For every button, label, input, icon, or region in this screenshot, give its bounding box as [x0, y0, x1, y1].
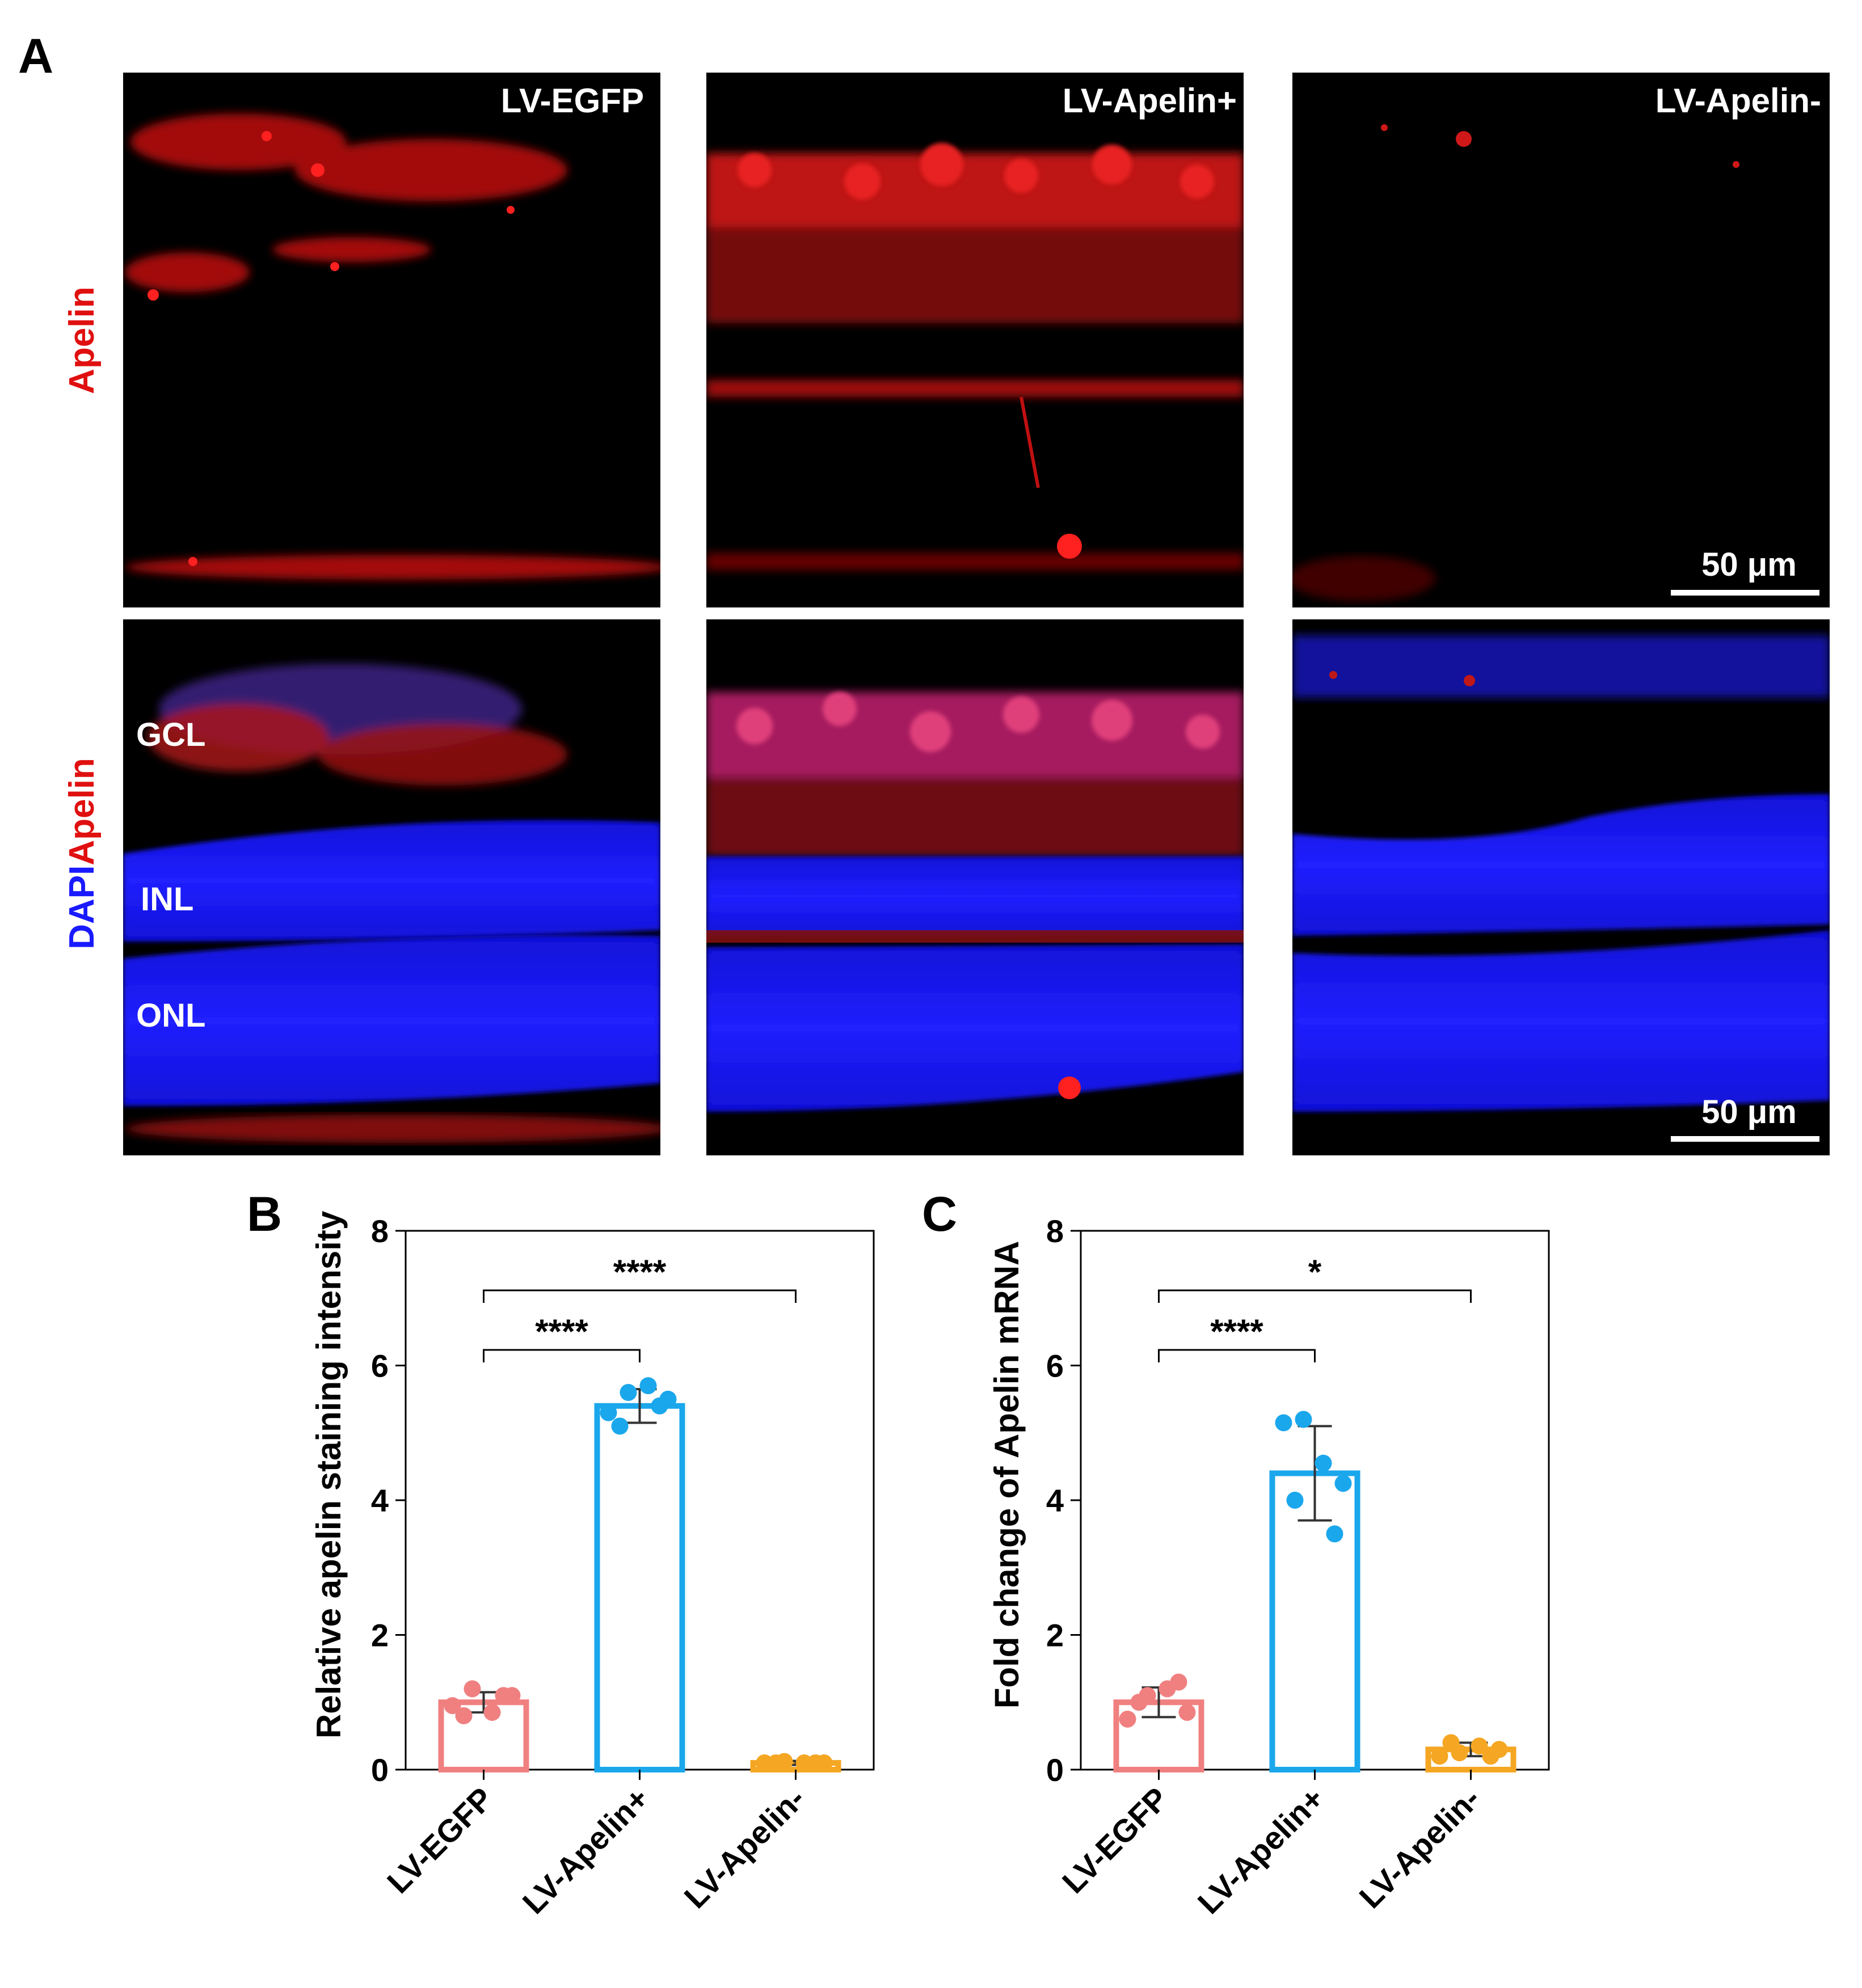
- scale-bar-bottom: [1671, 1136, 1819, 1142]
- chart-b-ytick-label: 8: [371, 1213, 389, 1249]
- chart-b-point: [464, 1680, 481, 1698]
- row-label-dapi: DAPI: [62, 866, 102, 949]
- chart-b-point: [611, 1417, 629, 1435]
- image-apelin-lv-apelin-minus: [1292, 73, 1830, 607]
- row-label-apelin-merge: Apelin: [62, 758, 102, 865]
- chart-c-point: [1315, 1454, 1332, 1472]
- chart-b-plot: 0 2 4 6 8 LV-EGFP LV-Apelin+ LV-Apelin- **** ****: [371, 1213, 875, 1921]
- chart-c-point: [1275, 1414, 1292, 1432]
- chart-b-point: [444, 1697, 461, 1715]
- chart-c-sig-label: *: [1308, 1253, 1322, 1291]
- chart-c-xtick-label: LV-Apelin-: [1353, 1780, 1487, 1915]
- chart-c-sig-bracket: [1158, 1289, 1472, 1303]
- chart-c-point: [1178, 1704, 1196, 1721]
- chart-c-point: [1471, 1737, 1488, 1755]
- column-title-lv-apelin-plus: LV-Apelin+: [1063, 82, 1237, 120]
- chart-c-sig-label: ****: [1210, 1312, 1263, 1350]
- chart-b-point: [620, 1384, 637, 1401]
- chart-c-ytick-label: 8: [1046, 1213, 1064, 1249]
- row-label-merge: DAPIApelin: [62, 758, 102, 949]
- chart-c-point: [1170, 1673, 1187, 1691]
- chart-c-ytick-label: 2: [1046, 1618, 1064, 1653]
- chart-c-point: [1442, 1734, 1460, 1751]
- image-merge-lv-apelin-plus: [706, 619, 1244, 1155]
- column-title-lv-egfp: LV-EGFP: [501, 82, 644, 120]
- chart-c-point: [1482, 1748, 1499, 1765]
- chart-b-point: [483, 1704, 501, 1721]
- panel-b-letter: B: [247, 1187, 282, 1242]
- chart-b-sig-bracket: [483, 1289, 797, 1303]
- chart-c-ytick-label: 0: [1046, 1752, 1064, 1788]
- chart-c-xtick-label: LV-Apelin+: [1191, 1780, 1331, 1921]
- chart-b-point: [455, 1707, 473, 1724]
- chart-b-point: [495, 1687, 512, 1704]
- chart-c-point: [1130, 1694, 1148, 1711]
- chart-b-ylabel: Relative apelin staining intensity: [310, 1210, 348, 1738]
- chart-b-point: [807, 1754, 824, 1772]
- panel-a-letter: A: [18, 29, 53, 83]
- chart-b-point: [767, 1754, 785, 1772]
- chart-b-point: [651, 1397, 668, 1415]
- chart-b-ytick-label: 4: [371, 1483, 389, 1518]
- scale-bar-top: [1671, 590, 1819, 596]
- chart-c-ylabel: Fold change of Apelin mRNA: [988, 1241, 1026, 1708]
- chart-b-ytick-label: 0: [371, 1752, 389, 1788]
- chart-b: B Relative apelin staining intensity 0 2 4…: [247, 1187, 875, 1921]
- chart-c-ytick-label: 4: [1046, 1483, 1064, 1518]
- scale-bar-label-top: 50 μm: [1701, 546, 1797, 583]
- chart-b-sig-bracket: [483, 1349, 641, 1362]
- chart-c-point: [1119, 1710, 1136, 1728]
- chart-c: C Fold change of Apelin mRNA 0 2 4 6 8 LV-EGF…: [922, 1187, 1550, 1921]
- chart-c-ytick-label: 6: [1046, 1348, 1064, 1384]
- chart-c-point: [1326, 1525, 1343, 1543]
- image-merge-lv-apelin-minus: [1292, 619, 1830, 1155]
- layer-label-gcl: GCL: [136, 716, 205, 753]
- chart-c-bar-1: [1269, 1470, 1360, 1772]
- chart-c-point: [1286, 1492, 1304, 1509]
- chart-b-bar-1: [594, 1403, 685, 1772]
- chart-b-sig-label: ****: [613, 1253, 667, 1291]
- panel-a: A Apelin DAPIApelin: [18, 29, 1830, 1155]
- chart-b-xtick-label: LV-EGFP: [380, 1780, 500, 1900]
- chart-c-point: [1334, 1475, 1352, 1492]
- chart-c-point: [1295, 1411, 1312, 1428]
- chart-b-xtick-label: LV-Apelin-: [677, 1780, 812, 1915]
- chart-b-xtick-label: LV-Apelin+: [516, 1780, 656, 1921]
- layer-label-onl: ONL: [136, 997, 205, 1034]
- image-apelin-lv-apelin-plus: [706, 73, 1244, 607]
- chart-b-ytick-label: 2: [371, 1618, 389, 1653]
- row-label-apelin: Apelin: [62, 286, 102, 394]
- chart-b-point: [600, 1404, 617, 1421]
- layer-label-inl: INL: [141, 881, 193, 918]
- chart-b-sig-label: ****: [535, 1312, 588, 1350]
- chart-c-point: [1431, 1748, 1448, 1765]
- chart-c-sig-bracket: [1158, 1349, 1316, 1362]
- chart-c-xtick-label: LV-EGFP: [1055, 1780, 1175, 1900]
- scale-bar-label-bottom: 50 μm: [1701, 1094, 1797, 1130]
- panel-c-letter: C: [922, 1187, 957, 1242]
- chart-b-ytick-label: 6: [371, 1348, 389, 1384]
- image-apelin-lv-egfp: [123, 73, 660, 607]
- chart-b-point: [639, 1377, 657, 1395]
- column-title-lv-apelin-minus: LV-Apelin-: [1655, 82, 1821, 120]
- image-merge-lv-egfp: [123, 619, 660, 1155]
